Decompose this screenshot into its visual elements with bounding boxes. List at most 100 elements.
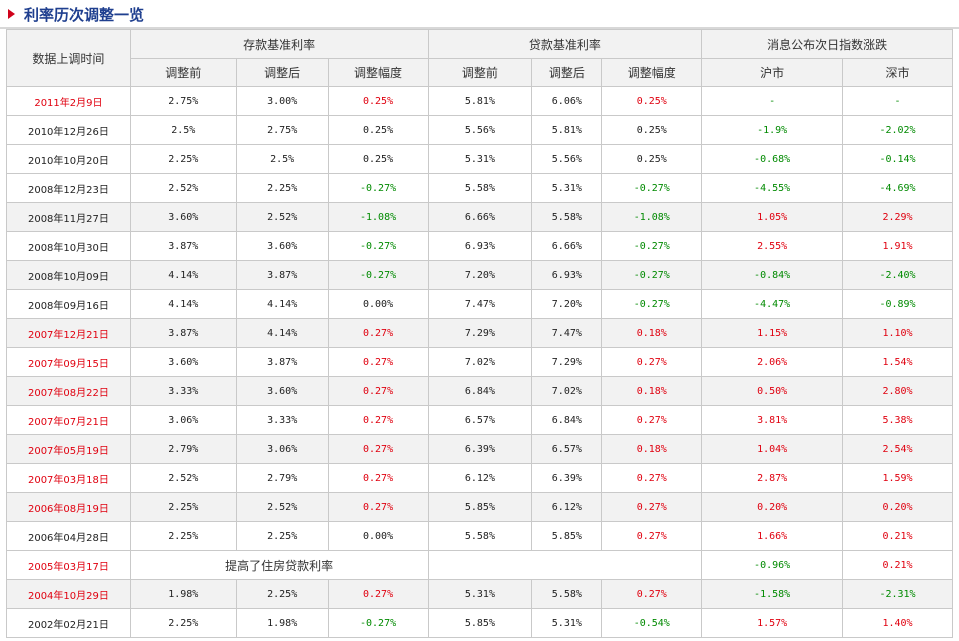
deposit-before-cell: 4.14% bbox=[129, 260, 237, 290]
deposit-range-cell: 0.27% bbox=[327, 579, 429, 609]
date-cell: 2010年10月20日 bbox=[6, 144, 131, 174]
title-bar: 利率历次调整一览 bbox=[0, 0, 959, 29]
loan-range-cell: 0.27% bbox=[601, 492, 703, 522]
header-deposit-after: 调整后 bbox=[235, 58, 329, 87]
loan-range-cell: -0.27% bbox=[601, 173, 703, 203]
date-cell: 2007年03月18日 bbox=[6, 463, 131, 493]
loan-before-cell: 5.81% bbox=[427, 86, 533, 116]
deposit-after-cell: 3.87% bbox=[235, 260, 329, 290]
loan-before-cell: 7.29% bbox=[427, 318, 533, 348]
deposit-before-cell: 3.87% bbox=[129, 231, 237, 261]
empty-cell bbox=[427, 550, 703, 580]
header-loan-rate: 贷款基准利率 bbox=[427, 29, 703, 59]
deposit-before-cell: 3.87% bbox=[129, 318, 237, 348]
table-row: 2007年12月21日 3.87% 4.14% 0.27% 7.29% 7.47% 0.18… bbox=[6, 318, 953, 348]
shenzhen-change-cell: -2.02% bbox=[842, 115, 953, 145]
date-cell: 2008年12月23日 bbox=[6, 173, 131, 203]
shanghai-change-cell: 1.04% bbox=[701, 434, 844, 464]
loan-after-cell: 7.02% bbox=[531, 376, 603, 406]
loan-after-cell: 6.84% bbox=[531, 405, 603, 435]
loan-before-cell: 5.31% bbox=[427, 144, 533, 174]
table-row: 2008年12月23日 2.52% 2.25% -0.27% 5.58% 5.31% -0.… bbox=[6, 173, 953, 203]
deposit-before-cell: 1.98% bbox=[129, 579, 237, 609]
table-row: 2008年10月30日 3.87% 3.60% -0.27% 6.93% 6.66% -0.… bbox=[6, 231, 953, 261]
loan-range-cell: 0.27% bbox=[601, 521, 703, 551]
deposit-after-cell: 2.52% bbox=[235, 492, 329, 522]
shanghai-change-cell: -1.58% bbox=[701, 579, 844, 609]
deposit-after-cell: 3.06% bbox=[235, 434, 329, 464]
header-loan-before: 调整前 bbox=[427, 58, 533, 87]
deposit-before-cell: 2.75% bbox=[129, 86, 237, 116]
page-title: 利率历次调整一览 bbox=[24, 6, 145, 24]
date-cell: 2008年09月16日 bbox=[6, 289, 131, 319]
loan-range-cell: 0.27% bbox=[601, 347, 703, 377]
shanghai-change-cell: -0.68% bbox=[701, 144, 844, 174]
deposit-range-cell: 0.27% bbox=[327, 492, 429, 522]
loan-before-cell: 5.85% bbox=[427, 608, 533, 638]
shenzhen-change-cell: -0.14% bbox=[842, 144, 953, 174]
table-row: 2008年10月09日 4.14% 3.87% -0.27% 7.20% 6.93% -0.… bbox=[6, 260, 953, 290]
loan-range-cell: 0.25% bbox=[601, 144, 703, 174]
loan-before-cell: 5.31% bbox=[427, 579, 533, 609]
table-row: 2007年05月19日 2.79% 3.06% 0.27% 6.39% 6.57% 0.18… bbox=[6, 434, 953, 464]
loan-after-cell: 5.56% bbox=[531, 144, 603, 174]
shenzhen-change-cell: -2.31% bbox=[842, 579, 953, 609]
shenzhen-change-cell: 1.59% bbox=[842, 463, 953, 493]
loan-after-cell: 6.12% bbox=[531, 492, 603, 522]
shanghai-change-cell: -0.84% bbox=[701, 260, 844, 290]
shenzhen-change-cell: 0.21% bbox=[842, 521, 953, 551]
loan-before-cell: 6.93% bbox=[427, 231, 533, 261]
header-loan-range: 调整幅度 bbox=[601, 58, 703, 87]
loan-after-cell: 7.29% bbox=[531, 347, 603, 377]
shanghai-change-cell: -0.96% bbox=[701, 550, 844, 580]
table-row: 2008年11月27日 3.60% 2.52% -1.08% 6.66% 5.58% -1.… bbox=[6, 202, 953, 232]
deposit-before-cell: 2.52% bbox=[129, 463, 237, 493]
shenzhen-change-cell: 2.29% bbox=[842, 202, 953, 232]
deposit-range-cell: 0.27% bbox=[327, 463, 429, 493]
deposit-after-cell: 2.25% bbox=[235, 173, 329, 203]
deposit-after-cell: 1.98% bbox=[235, 608, 329, 638]
shanghai-change-cell: 1.57% bbox=[701, 608, 844, 638]
shenzhen-change-cell: -0.89% bbox=[842, 289, 953, 319]
deposit-after-cell: 4.14% bbox=[235, 289, 329, 319]
loan-range-cell: -0.27% bbox=[601, 260, 703, 290]
shenzhen-change-cell: 1.10% bbox=[842, 318, 953, 348]
deposit-before-cell: 2.25% bbox=[129, 521, 237, 551]
loan-range-cell: -0.27% bbox=[601, 289, 703, 319]
loan-before-cell: 7.47% bbox=[427, 289, 533, 319]
loan-before-cell: 5.58% bbox=[427, 521, 533, 551]
loan-range-cell: -0.27% bbox=[601, 231, 703, 261]
loan-before-cell: 6.39% bbox=[427, 434, 533, 464]
loan-range-cell: 0.27% bbox=[601, 579, 703, 609]
deposit-after-cell: 2.52% bbox=[235, 202, 329, 232]
deposit-after-cell: 2.25% bbox=[235, 521, 329, 551]
header-index-change: 消息公布次日指数涨跌 bbox=[701, 29, 953, 59]
deposit-before-cell: 2.25% bbox=[129, 144, 237, 174]
table-row: 2007年08月22日 3.33% 3.60% 0.27% 6.84% 7.02% 0.18… bbox=[6, 376, 953, 406]
loan-range-cell: 0.25% bbox=[601, 86, 703, 116]
shanghai-change-cell: 1.05% bbox=[701, 202, 844, 232]
shenzhen-change-cell: 0.21% bbox=[842, 550, 953, 580]
header-deposit-before: 调整前 bbox=[129, 58, 237, 87]
deposit-before-cell: 2.25% bbox=[129, 608, 237, 638]
deposit-range-cell: 0.27% bbox=[327, 434, 429, 464]
shenzhen-change-cell: 1.91% bbox=[842, 231, 953, 261]
table-row: 2004年10月29日 1.98% 2.25% 0.27% 5.31% 5.58% 0.27… bbox=[6, 579, 953, 609]
shenzhen-change-cell: 1.40% bbox=[842, 608, 953, 638]
loan-range-cell: 0.18% bbox=[601, 434, 703, 464]
deposit-range-cell: -1.08% bbox=[327, 202, 429, 232]
deposit-before-cell: 4.14% bbox=[129, 289, 237, 319]
loan-after-cell: 5.58% bbox=[531, 579, 603, 609]
shenzhen-change-cell: - bbox=[842, 86, 953, 116]
loan-after-cell: 6.93% bbox=[531, 260, 603, 290]
date-cell: 2002年02月21日 bbox=[6, 608, 131, 638]
date-cell: 2008年11月27日 bbox=[6, 202, 131, 232]
header-shenzhen: 深市 bbox=[842, 58, 953, 87]
deposit-range-cell: -0.27% bbox=[327, 608, 429, 638]
table-row: 2007年03月18日 2.52% 2.79% 0.27% 6.12% 6.39% 0.27… bbox=[6, 463, 953, 493]
shenzhen-change-cell: -2.40% bbox=[842, 260, 953, 290]
deposit-after-cell: 4.14% bbox=[235, 318, 329, 348]
deposit-after-cell: 2.25% bbox=[235, 579, 329, 609]
note-cell: 提高了住房贷款利率 bbox=[129, 550, 429, 580]
loan-after-cell: 6.06% bbox=[531, 86, 603, 116]
